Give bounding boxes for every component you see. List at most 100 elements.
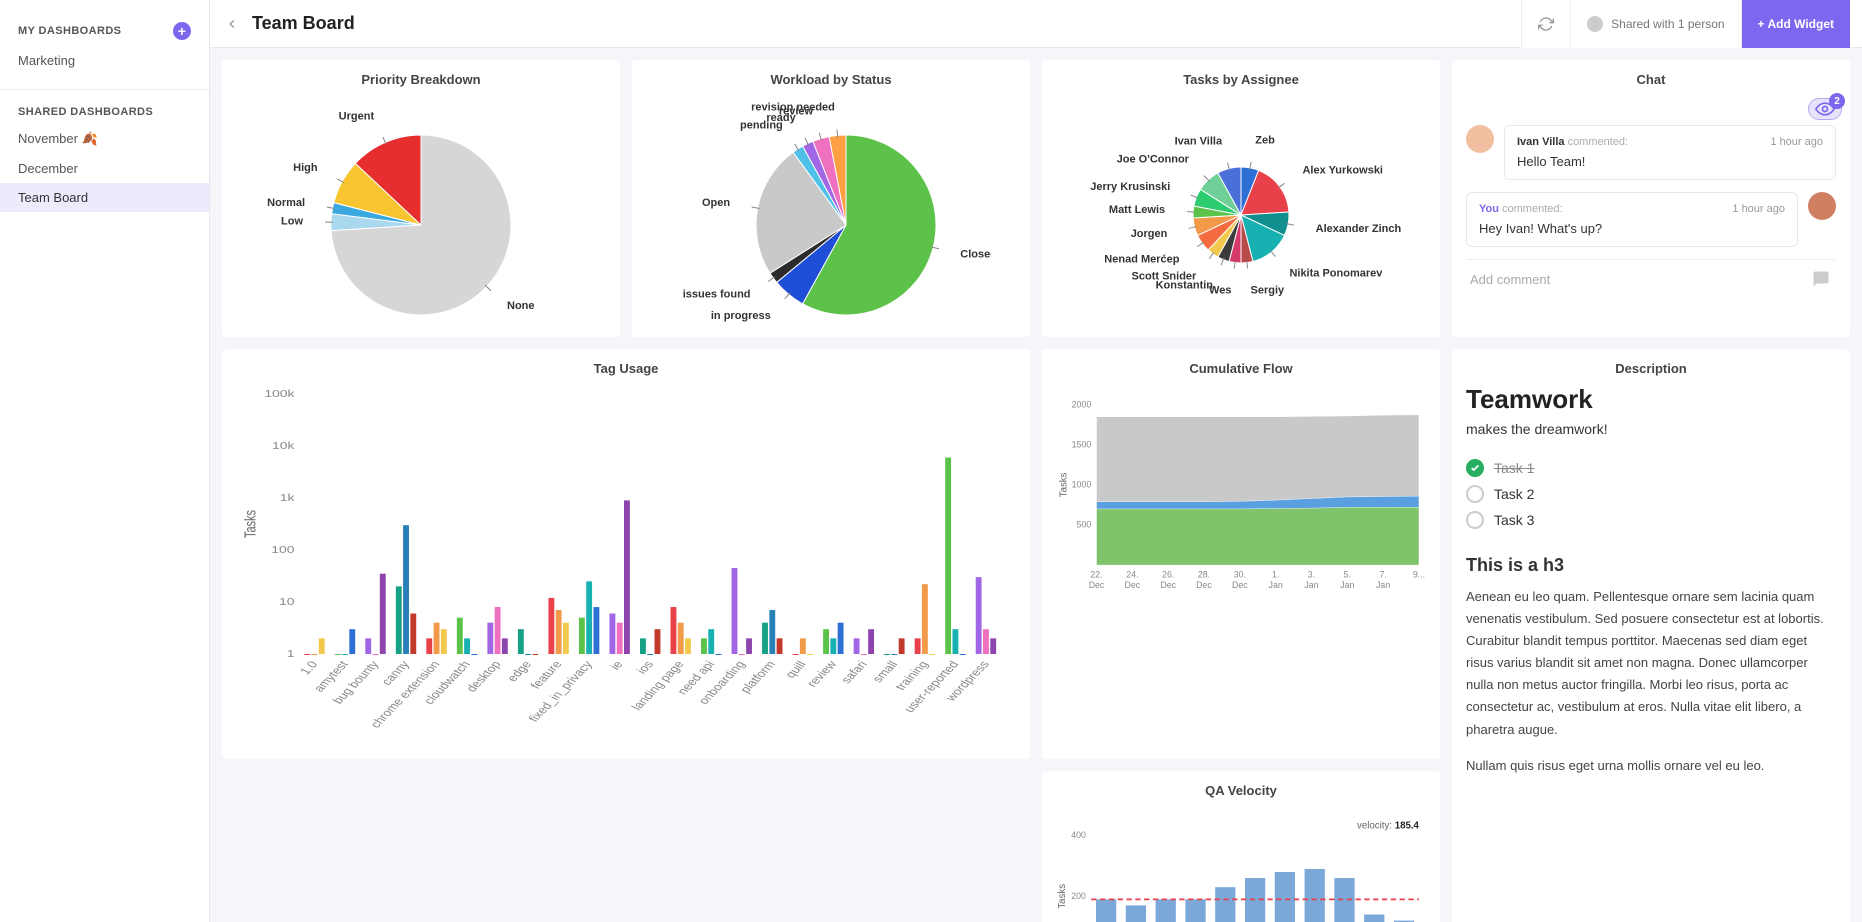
svg-text:Dec: Dec (1232, 580, 1248, 590)
svg-text:Closed: Closed (960, 248, 991, 260)
svg-text:safari: safari (838, 659, 871, 686)
svg-text:3.: 3. (1308, 569, 1315, 579)
svg-text:Nikita Ponomarev: Nikita Ponomarev (1289, 268, 1383, 280)
task-item[interactable]: Task 2 (1466, 481, 1836, 507)
svg-text:100k: 100k (264, 388, 295, 400)
svg-text:Alexander Zinchenko: Alexander Zinchenko (1316, 223, 1401, 235)
task-checkbox[interactable] (1466, 511, 1484, 529)
chat-comment: Ivan Villa commented:1 hour agoHello Tea… (1466, 125, 1836, 180)
workload-pie-chart: Closedin progressissues foundOpenpending… (671, 95, 991, 325)
svg-text:Jan: Jan (1376, 580, 1390, 590)
page-title: Team Board (252, 13, 1511, 34)
svg-text:100: 100 (271, 544, 295, 556)
add-comment-input[interactable]: Add comment (1466, 259, 1836, 288)
svg-text:9...: 9... (1413, 569, 1425, 579)
svg-text:review: review (804, 659, 840, 689)
svg-text:Tasks: Tasks (1057, 884, 1068, 909)
svg-text:Urgent: Urgent (339, 111, 375, 123)
priority-pie-chart: None Low Normal High Urgent (261, 95, 581, 325)
description-card: Description Teamwork makes the dreamwork… (1452, 349, 1850, 922)
avatar (1466, 125, 1494, 153)
svg-text:1: 1 (287, 648, 295, 660)
comment-icon (1810, 270, 1832, 288)
cumulative-flow-card: Cumulative Flow 500100015002000Tasks22.D… (1042, 349, 1440, 759)
task-item[interactable]: Task 1 (1466, 455, 1836, 481)
assignee-title: Tasks by Assignee (1056, 72, 1426, 87)
shared-with-button[interactable]: Shared with 1 person (1570, 0, 1740, 48)
topbar: Team Board Shared with 1 person + Add Wi… (210, 0, 1862, 48)
svg-text:Dec: Dec (1125, 580, 1141, 590)
qa-velocity-card: QA Velocity velocity: 185.450100200400Ta… (1042, 771, 1440, 922)
shared-dashboards-label: SHARED DASHBOARDS (18, 106, 153, 118)
svg-text:10: 10 (279, 596, 295, 608)
sidebar-item[interactable]: November 🍂 (0, 124, 209, 154)
watchers-badge[interactable]: 2 (1808, 98, 1842, 120)
chat-card: Chat 2 Ivan Villa commented:1 hour agoHe… (1452, 60, 1850, 337)
svg-text:Nenad Merćep: Nenad Merćep (1104, 254, 1179, 266)
svg-text:1k: 1k (280, 492, 296, 504)
svg-text:Jan: Jan (1304, 580, 1318, 590)
svg-text:500: 500 (1077, 520, 1092, 530)
svg-text:Open: Open (702, 197, 730, 209)
svg-text:Dec: Dec (1196, 580, 1212, 590)
svg-text:Dec: Dec (1089, 580, 1105, 590)
svg-text:30.: 30. (1234, 569, 1246, 579)
my-dashboards-label: MY DASHBOARDS (18, 25, 121, 37)
add-comment-placeholder: Add comment (1470, 272, 1550, 287)
svg-text:Ivan Villa: Ivan Villa (1175, 135, 1223, 147)
sidebar-item[interactable]: Marketing (0, 46, 209, 75)
back-button[interactable] (222, 14, 242, 34)
svg-text:400: 400 (1071, 830, 1086, 840)
assignee-pie-chart: ZebAlex YurkowskiAlexander ZinchenkoNiki… (1081, 95, 1401, 325)
svg-text:24.: 24. (1126, 569, 1138, 579)
description-h3: This is a h3 (1466, 555, 1836, 576)
svg-text:1000: 1000 (1072, 480, 1092, 490)
description-p2: Nullam quis risus eget urna mollis ornar… (1466, 755, 1836, 777)
svg-text:Low: Low (281, 215, 303, 227)
priority-breakdown-card: Priority Breakdown None Low Normal High Urge… (222, 60, 620, 337)
svg-text:Joe O'Connor: Joe O'Connor (1117, 154, 1190, 166)
task-item[interactable]: Task 3 (1466, 507, 1836, 533)
tag-usage-chart: 1101001k10k100kTasks1.0amytestbug bounty… (236, 384, 1016, 744)
svg-text:velocity: 185.4: velocity: 185.4 (1357, 820, 1420, 831)
avatar (1808, 192, 1836, 220)
priority-title: Priority Breakdown (236, 72, 606, 87)
svg-text:High: High (293, 162, 318, 174)
svg-text:Tasks: Tasks (1059, 472, 1070, 497)
tag-title: Tag Usage (236, 361, 1016, 376)
svg-text:None: None (507, 300, 535, 312)
add-widget-button[interactable]: + Add Widget (1741, 0, 1850, 48)
svg-text:Jan: Jan (1269, 580, 1283, 590)
svg-text:issues found: issues found (683, 288, 751, 300)
svg-text:22.: 22. (1090, 569, 1102, 579)
svg-text:in progress: in progress (711, 310, 771, 322)
svg-text:1.0: 1.0 (297, 659, 321, 677)
qa-velocity-chart: velocity: 185.450100200400Tasks (1056, 806, 1426, 922)
task-checkbox[interactable] (1466, 459, 1484, 477)
svg-text:ie: ie (607, 659, 627, 672)
svg-text:Jan: Jan (1340, 580, 1354, 590)
shared-with-label: Shared with 1 person (1611, 17, 1724, 31)
sidebar-item[interactable]: December (0, 154, 209, 183)
svg-text:10k: 10k (272, 440, 296, 452)
svg-text:Sergiy: Sergiy (1251, 284, 1286, 296)
svg-text:quill: quill (782, 659, 809, 680)
refresh-button[interactable] (1521, 0, 1570, 48)
sidebar: MY DASHBOARDS + Marketing SHARED DASHBOA… (0, 0, 210, 922)
svg-text:Jerry Krusinski: Jerry Krusinski (1090, 181, 1170, 193)
svg-text:Matt Lewis: Matt Lewis (1109, 204, 1165, 216)
svg-text:5.: 5. (1344, 569, 1351, 579)
svg-text:Normal: Normal (267, 197, 305, 209)
task-checkbox[interactable] (1466, 485, 1484, 503)
sidebar-item[interactable]: Team Board (0, 183, 209, 212)
svg-text:Jorgen: Jorgen (1131, 228, 1168, 240)
qa-title: QA Velocity (1056, 783, 1426, 798)
add-dashboard-button[interactable]: + (173, 22, 191, 40)
svg-text:Zeb: Zeb (1255, 134, 1275, 146)
svg-text:200: 200 (1071, 891, 1086, 901)
svg-text:revision needed: revision needed (751, 102, 835, 114)
svg-text:Dec: Dec (1160, 580, 1176, 590)
assignee-card: Tasks by Assignee ZebAlex YurkowskiAlexa… (1042, 60, 1440, 337)
svg-text:7.: 7. (1379, 569, 1386, 579)
task-label: Task 3 (1494, 512, 1534, 528)
